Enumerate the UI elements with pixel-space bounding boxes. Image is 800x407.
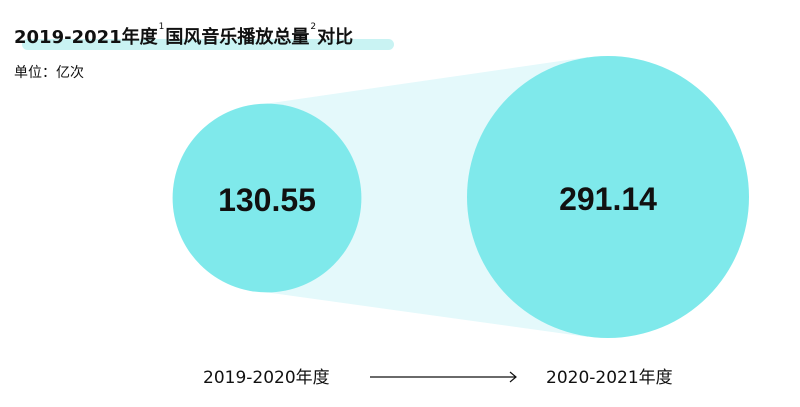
bubble-2019-2020 (172, 103, 362, 293)
category-label-2020-2021: 2020-2021年度 (546, 368, 673, 388)
arrow-head (509, 371, 517, 383)
category-label-2019-2020: 2019-2020年度 (203, 368, 330, 388)
footnote-2: 2 (310, 22, 317, 32)
title-part-2: 国风音乐播放总量 (165, 27, 310, 48)
value-label-2019-2020: 130.55 (218, 182, 316, 218)
chart-title: 2019-2021年度 1 国风音乐播放总量 2 对比 (14, 22, 354, 54)
bubble-2020-2021 (467, 56, 749, 338)
footnote-1: 1 (158, 22, 165, 32)
unit-label: 单位：亿次 (14, 65, 84, 81)
value-label-2020-2021: 291.14 (559, 181, 657, 217)
title-part-1: 2019-2021年度 (14, 27, 158, 48)
title-highlight (22, 39, 394, 50)
title-part-3: 对比 (317, 27, 354, 48)
